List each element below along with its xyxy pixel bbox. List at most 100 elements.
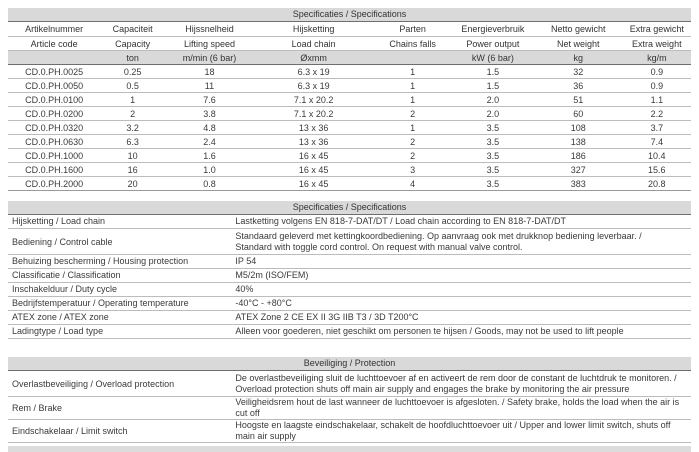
column-header-en: Net weight [533, 36, 623, 51]
column-header-en: Capacity [100, 36, 166, 51]
kv-value: -40°C - +80°C [233, 296, 691, 311]
column-unit: ton [100, 50, 166, 65]
article-code-cell: CD.0.PH.0025 [8, 64, 101, 79]
article-code-cell: CD.0.PH.1000 [8, 148, 101, 163]
article-code-cell: CD.0.PH.1600 [8, 162, 101, 177]
column-unit: kg/m [622, 50, 691, 65]
spec-value-cell: 3.5 [451, 162, 534, 177]
column-header-en: Load chain [253, 36, 374, 51]
kv-row: Eindschakelaar / Limit switch Hoogste en … [8, 419, 691, 443]
kv-label: Bedrijfstemperatuur / Operating temperat… [8, 296, 234, 311]
spec-value-cell: 16 x 45 [253, 176, 374, 191]
column-unit: m/min (6 bar) [165, 50, 254, 65]
kv-value-line: Veiligheidsrem hout de last wanneer de l… [235, 397, 680, 418]
spec-value-cell: 1.0 [165, 162, 254, 177]
kv-value: Lastketting volgens EN 818-7-DAT/DT / Lo… [233, 215, 691, 229]
spec-value-cell: 3 [373, 162, 452, 177]
kv-label: Classificatie / Classification [8, 268, 234, 283]
kv-label: Eindschakelaar / Limit switch [8, 419, 234, 443]
spec-header-row: Article code Capacity Lifting speed Load ch… [8, 36, 691, 51]
spec-value-cell: 3.5 [451, 120, 534, 135]
spec-value-cell: 1 [373, 92, 452, 107]
kv-value: De overlastbeveiliging sluit de luchttoe… [233, 371, 691, 397]
column-header-nl: Parten [373, 22, 452, 37]
kv-value-line: De overlastbeveiliging sluit de luchttoe… [235, 372, 677, 383]
column-header-nl: Hijsketting [253, 22, 374, 37]
article-code-cell: CD.0.PH.0320 [8, 120, 101, 135]
article-code-cell: CD.0.PH.2000 [8, 176, 101, 191]
spec-value-cell: 0.8 [165, 176, 254, 191]
spec-value-cell: 0.5 [100, 78, 166, 93]
spec-value-cell: 0.25 [100, 64, 166, 79]
spec-data-row: CD.0.PH.0050 0.5 11 6.3 x 19 1 1.5 36 0.9 [8, 78, 691, 93]
spec-value-cell: 1 [373, 64, 452, 79]
spec-value-cell: 15.6 [622, 162, 691, 177]
section-gap [8, 191, 691, 201]
spec-data-row: CD.0.PH.0320 3.2 4.8 13 x 36 1 3.5 108 3.7 [8, 120, 691, 135]
kv-label: Bediening / Control cable [8, 228, 234, 255]
spec-value-cell: 13 x 36 [253, 120, 374, 135]
spec-value-cell: 32 [533, 64, 623, 79]
cutoff-section-header-bar [8, 446, 691, 452]
spec-value-cell: 108 [533, 120, 623, 135]
spec-table-section: Specificaties / Specifications Artikelnu… [8, 8, 691, 191]
protection-table-title: Beveiliging / Protection [8, 357, 691, 371]
spec-value-cell: 1.5 [451, 78, 534, 93]
kv-value-line: Lastketting volgens EN 818-7-DAT/DT / Lo… [235, 216, 567, 226]
kv-value: Standaard geleverd met kettingkoordbedie… [233, 228, 691, 255]
spec-value-cell: 6.3 x 19 [253, 64, 374, 79]
kv-row: Overlastbeveiliging / Overload protectio… [8, 371, 691, 397]
spec-data-row: CD.0.PH.0025 0.25 18 6.3 x 19 1 1.5 32 0.9 [8, 64, 691, 79]
article-code-cell: CD.0.PH.0050 [8, 78, 101, 93]
kv-value: Veiligheidsrem hout de last wanneer de l… [233, 396, 691, 420]
kv-value: ATEX Zone 2 CE EX II 3G IIB T3 / 3D T200… [233, 310, 691, 325]
spec-value-cell: 7.1 x 20.2 [253, 106, 374, 121]
spec-value-cell: 20.8 [622, 176, 691, 191]
section-gap [8, 339, 691, 357]
kv-value-line: -40°C - +80°C [235, 298, 292, 308]
spec-value-cell: 10.4 [622, 148, 691, 163]
spec-value-cell: 186 [533, 148, 623, 163]
spec-value-cell: 13 x 36 [253, 134, 374, 149]
spec-value-cell: 2.4 [165, 134, 254, 149]
spec-value-cell: 3.5 [451, 176, 534, 191]
column-header-nl: Energieverbruik [451, 22, 534, 37]
kv-value: 40% [233, 282, 691, 297]
column-header-nl: Netto gewicht [533, 22, 623, 37]
spec-data-row: CD.0.PH.0630 6.3 2.4 13 x 36 2 3.5 138 7.4 [8, 134, 691, 149]
kv-row: Bedrijfstemperatuur / Operating temperat… [8, 296, 691, 311]
spec-value-cell: 1.6 [165, 148, 254, 163]
spec-value-cell: 0.9 [622, 78, 691, 93]
spec-value-cell: 3.5 [451, 134, 534, 149]
kv-label: ATEX zone / ATEX zone [8, 310, 234, 325]
spec-header-row: Artikelnummer Capaciteit Hijssnelheid Hijsk… [8, 22, 691, 37]
spec-value-cell: 2 [100, 106, 166, 121]
spec-table: Artikelnummer Capaciteit Hijssnelheid Hijsk… [8, 22, 691, 191]
protection-table: Overlastbeveiliging / Overload protectio… [8, 371, 691, 443]
column-header-nl: Hijssnelheid [165, 22, 254, 37]
column-header-en: Article code [8, 36, 101, 51]
spec-value-cell: 7.4 [622, 134, 691, 149]
kv-value-line: ATEX Zone 2 CE EX II 3G IIB T3 / 3D T200… [235, 312, 419, 322]
kv-value-line: Hoogste en laagste eindschakelaar, schak… [235, 420, 671, 441]
spec-value-cell: 327 [533, 162, 623, 177]
spec-value-cell: 3.7 [622, 120, 691, 135]
kv-value-line: Standard with toggle cord control. On re… [235, 241, 523, 252]
spec-value-cell: 6.3 [100, 134, 166, 149]
spec-value-cell: 3.5 [451, 148, 534, 163]
spec-value-cell: 138 [533, 134, 623, 149]
spec-value-cell: 16 x 45 [253, 162, 374, 177]
kv-row: ATEX zone / ATEX zone ATEX Zone 2 CE EX I… [8, 310, 691, 325]
column-unit: kg [533, 50, 623, 65]
spec-value-cell: 1 [373, 120, 452, 135]
column-header-en: Lifting speed [165, 36, 254, 51]
kv-value: Alleen voor goederen, niet geschikt om p… [233, 324, 691, 339]
kv-value-line: Overload protection shuts off main air s… [235, 383, 630, 394]
spec-value-cell: 20 [100, 176, 166, 191]
details-table-section: Specificaties / Specifications Hijsketti… [8, 201, 691, 339]
kv-row: Bediening / Control cable Standaard gelev… [8, 228, 691, 255]
protection-table-section: Beveiliging / Protection Overlastbeveili… [8, 357, 691, 443]
spec-value-cell: 60 [533, 106, 623, 121]
spec-value-cell: 0.9 [622, 64, 691, 79]
spec-value-cell: 11 [165, 78, 254, 93]
